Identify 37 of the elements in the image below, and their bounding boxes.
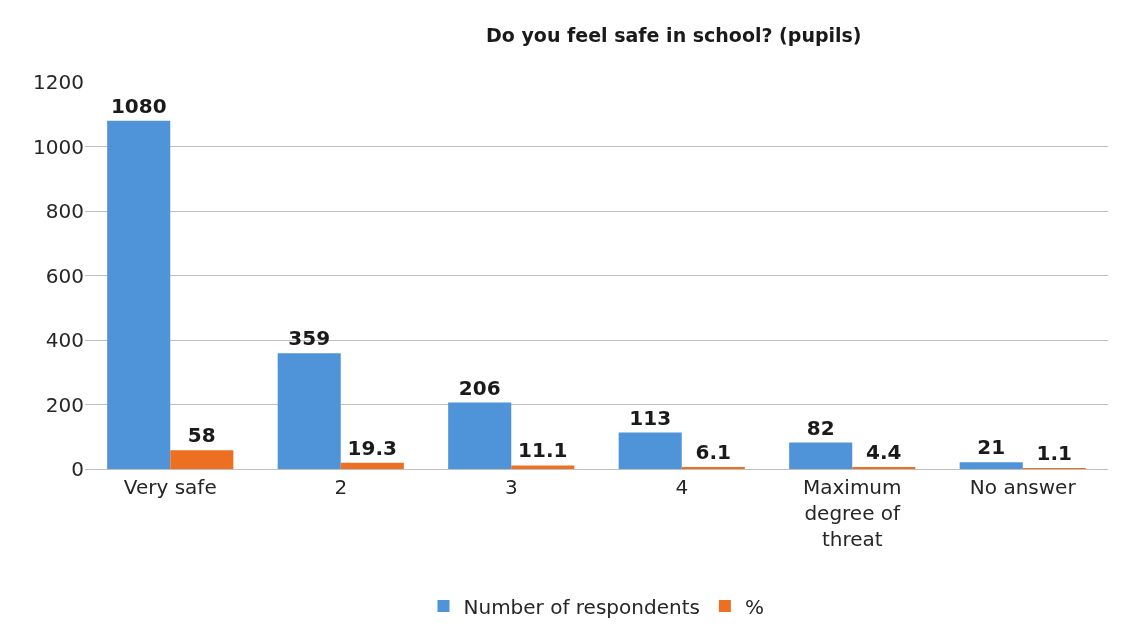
y-tick-label: 1000 xyxy=(33,134,84,159)
data-label: 113 xyxy=(629,405,672,430)
legend-label: % xyxy=(744,594,764,619)
data-label: 1.1 xyxy=(1036,441,1073,465)
x-tick-label: No answer xyxy=(969,475,1077,499)
data-label: 206 xyxy=(458,375,501,400)
data-label: 1080 xyxy=(110,93,167,118)
x-tick-label: 4 xyxy=(675,475,689,499)
chart-title: Do you feel safe in school? (pupils) xyxy=(486,23,862,46)
data-label: 82 xyxy=(806,415,835,440)
y-tick-label: 600 xyxy=(45,263,84,288)
bar xyxy=(789,442,853,469)
x-tick-label: 3 xyxy=(504,475,518,499)
bar xyxy=(618,432,682,469)
bar xyxy=(340,462,404,469)
bar xyxy=(959,462,1023,469)
x-tick-label: Very safe xyxy=(123,475,217,499)
data-label: 359 xyxy=(288,326,331,351)
data-label: 4.4 xyxy=(866,440,902,464)
x-tick-label: 2 xyxy=(334,475,348,499)
data-label: 19.3 xyxy=(347,435,397,460)
bar xyxy=(170,450,234,469)
data-label: 11.1 xyxy=(518,438,568,463)
y-tick-label: 800 xyxy=(45,199,84,223)
bar xyxy=(511,465,575,469)
y-tick-label: 1200 xyxy=(33,70,84,94)
y-tick-label: 400 xyxy=(45,328,84,352)
y-tick-label: 200 xyxy=(45,392,84,417)
legend-label: Number of respondents xyxy=(463,594,700,619)
x-tick-label: Maximum degree of threat xyxy=(802,475,902,551)
data-label: 58 xyxy=(187,423,216,448)
y-tick-label: 0 xyxy=(71,457,84,481)
data-label: 21 xyxy=(977,435,1006,460)
bar xyxy=(277,353,341,469)
bar xyxy=(107,120,171,469)
bar xyxy=(448,402,512,469)
data-label: 6.1 xyxy=(695,440,732,464)
